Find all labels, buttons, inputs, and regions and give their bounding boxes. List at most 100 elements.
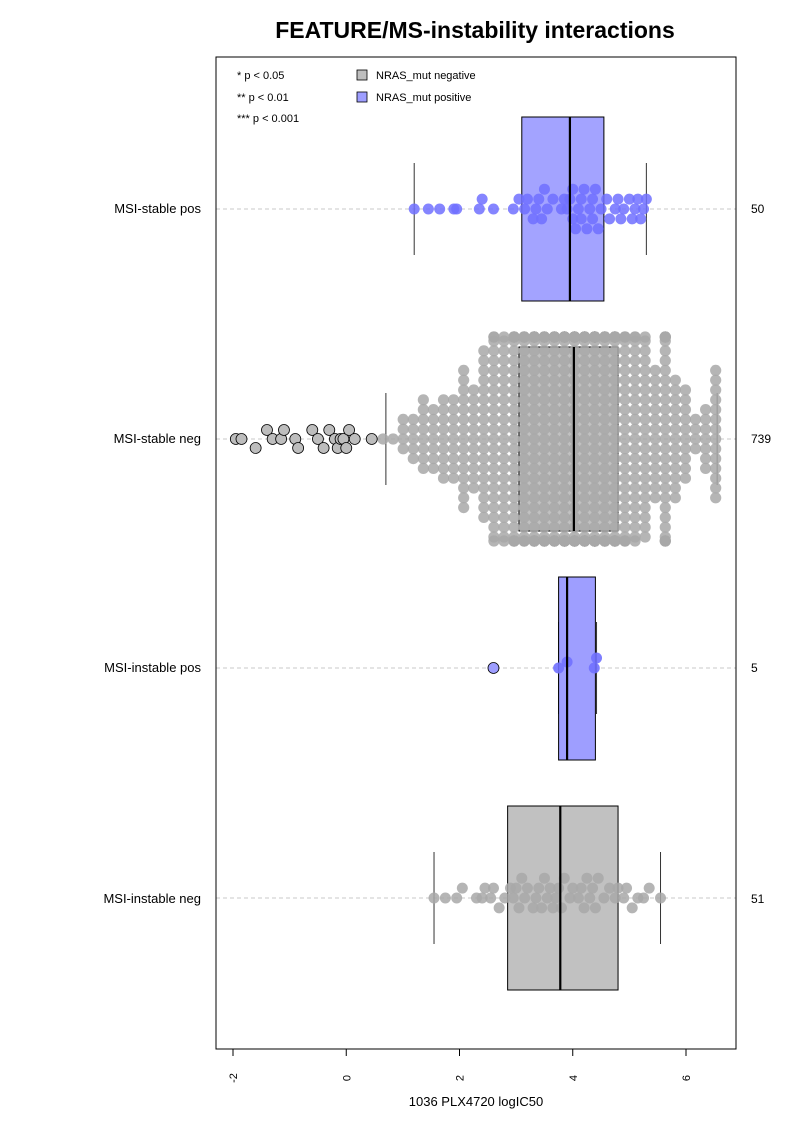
point-msi-stable-neg (488, 364, 500, 376)
point-msi-stable-neg (558, 462, 571, 474)
point-msi-stable-neg (629, 331, 641, 343)
point-msi-stable-neg (528, 511, 540, 523)
point-msi-stable-neg (609, 374, 621, 386)
point-msi-stable-neg (679, 394, 692, 406)
point-msi-instable-neg (428, 892, 440, 904)
point-msi-stable-neg (558, 511, 571, 523)
point-msi-stable-neg (498, 462, 510, 474)
point-msi-stable-neg (579, 511, 591, 523)
point-msi-stable-neg (518, 384, 530, 396)
point-msi-stable-neg (518, 413, 530, 425)
point-msi-stable-neg (518, 443, 530, 455)
point-msi-stable-neg (528, 482, 540, 494)
point-msi-stable-neg (679, 433, 692, 445)
point-msi-stable-neg (437, 443, 450, 455)
point-msi-stable-neg (488, 492, 500, 504)
point-msi-stable-pos (547, 193, 559, 205)
point-msi-stable-neg (458, 502, 470, 514)
point-msi-stable-neg (579, 364, 591, 376)
point-msi-stable-neg (458, 462, 470, 474)
point-msi-stable-neg (468, 413, 480, 425)
outlier-msi-stable-neg (340, 442, 353, 454)
x-axis-label: 1036 PLX4720 logIC50 (409, 1094, 543, 1109)
point-msi-stable-neg (518, 472, 530, 484)
point-msi-instable-neg (519, 892, 531, 904)
point-msi-instable-neg (541, 892, 553, 904)
point-msi-instable-neg (553, 882, 565, 894)
point-msi-stable-neg (609, 521, 621, 533)
point-msi-stable-neg (448, 433, 460, 445)
point-msi-stable-neg (488, 482, 500, 494)
point-msi-stable-pos (587, 213, 599, 225)
point-msi-stable-neg (488, 443, 500, 455)
point-msi-stable-neg (548, 492, 561, 504)
point-msi-stable-neg (427, 433, 440, 445)
point-msi-stable-neg (417, 443, 429, 455)
point-msi-stable-neg (468, 462, 480, 474)
point-msi-stable-neg (579, 443, 591, 455)
point-msi-stable-neg (589, 511, 601, 523)
point-msi-stable-neg (639, 502, 651, 514)
outlier-msi-stable-neg (348, 433, 361, 445)
point-msi-stable-neg (629, 492, 641, 504)
point-msi-stable-neg (689, 433, 702, 445)
point-msi-stable-neg (528, 443, 540, 455)
point-msi-stable-neg (528, 374, 540, 386)
point-msi-stable-neg (518, 394, 530, 406)
point-msi-stable-neg (528, 384, 540, 396)
point-msi-stable-neg (589, 433, 601, 445)
point-msi-stable-neg (498, 453, 510, 465)
point-msi-stable-neg (437, 404, 450, 416)
point-msi-stable-neg (619, 482, 631, 494)
point-msi-stable-neg (599, 462, 611, 474)
point-msi-stable-neg (468, 482, 480, 494)
point-msi-stable-neg (649, 413, 661, 425)
point-msi-stable-neg (589, 374, 601, 386)
point-msi-stable-neg (609, 433, 621, 445)
point-msi-stable-neg (538, 355, 550, 367)
point-msi-stable-neg (538, 331, 550, 343)
point-msi-stable-neg (498, 535, 510, 547)
point-msi-stable-neg (599, 384, 611, 396)
point-msi-stable-neg (508, 482, 520, 494)
point-msi-stable-neg (710, 443, 722, 455)
point-msi-stable-neg (498, 355, 510, 367)
point-msi-stable-neg (669, 482, 681, 494)
point-msi-stable-neg (609, 492, 621, 504)
legend-label-negative: NRAS_mut negative (376, 70, 476, 82)
point-msi-stable-pos (587, 193, 599, 205)
point-msi-stable-neg (437, 433, 450, 445)
point-msi-stable-neg (669, 404, 681, 416)
point-msi-stable-neg (427, 404, 440, 416)
point-msi-stable-neg (558, 404, 571, 416)
point-msi-stable-neg (669, 492, 681, 504)
point-msi-stable-neg (498, 492, 510, 504)
point-msi-stable-neg (538, 443, 550, 455)
point-msi-stable-pos (521, 193, 533, 205)
point-msi-instable-neg (621, 882, 633, 894)
point-msi-stable-neg (710, 374, 722, 386)
point-msi-stable-neg (599, 453, 611, 465)
outlier-msi-stable-neg (235, 433, 248, 445)
point-msi-stable-neg (508, 443, 520, 455)
point-msi-stable-neg (488, 394, 500, 406)
point-msi-stable-neg (377, 433, 389, 445)
point-msi-stable-neg (589, 521, 601, 533)
point-msi-instable-pos (588, 662, 600, 674)
point-msi-stable-neg (609, 502, 621, 514)
point-msi-stable-neg (679, 462, 692, 474)
point-msi-instable-neg (587, 882, 599, 894)
point-msi-stable-neg (710, 462, 722, 474)
point-msi-stable-neg (508, 394, 520, 406)
point-msi-stable-neg (407, 443, 419, 455)
point-msi-instable-neg (510, 882, 522, 894)
point-msi-stable-neg (669, 374, 681, 386)
point-msi-stable-neg (468, 423, 480, 435)
point-msi-stable-pos (519, 203, 531, 215)
point-msi-stable-neg (619, 492, 631, 504)
point-msi-stable-neg (579, 423, 591, 435)
point-msi-instable-neg (604, 882, 616, 894)
point-msi-stable-neg (397, 413, 409, 425)
point-msi-stable-neg (599, 433, 611, 445)
category-label-msi-stable-neg: MSI-stable neg (114, 431, 201, 446)
